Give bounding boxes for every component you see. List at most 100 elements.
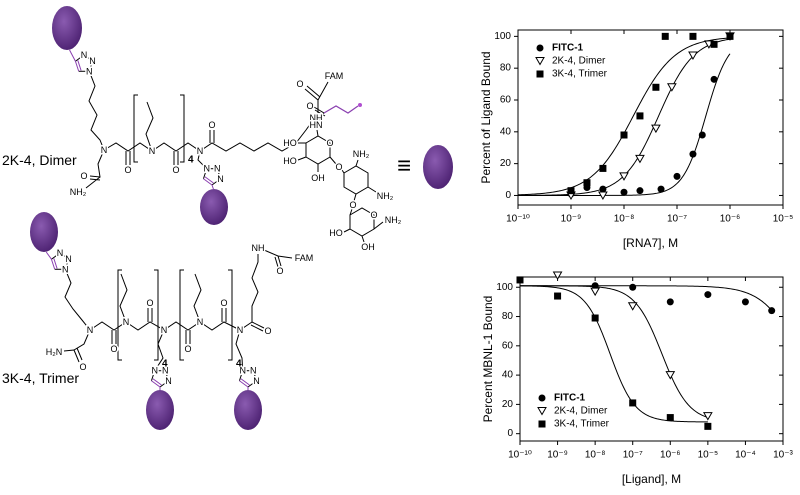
atom-label: O — [80, 171, 87, 181]
bond — [164, 370, 170, 381]
atom-label: O — [349, 200, 356, 210]
y-tick-label: 80 — [502, 311, 514, 322]
legend-marker — [536, 70, 544, 78]
ligand-symbol — [146, 390, 174, 430]
fit-curve — [517, 38, 731, 196]
bond — [204, 176, 214, 184]
atom-label: N — [57, 248, 64, 258]
legend-label: FITC-1 — [552, 43, 584, 54]
x-tick-label: 10⁻¹⁰ — [506, 214, 530, 225]
atom-label: N — [197, 317, 204, 327]
data-point — [629, 399, 637, 407]
atom-label: O — [184, 344, 191, 354]
equivalence-sign: ≡ — [397, 153, 411, 180]
x-tick-label: 10⁻¹⁰ — [508, 450, 532, 461]
data-point — [726, 32, 734, 40]
data-point — [704, 291, 712, 299]
data-point — [590, 287, 601, 297]
data-point — [673, 172, 681, 180]
atom-label: N — [89, 56, 96, 66]
legend-marker — [538, 420, 546, 428]
data-point — [768, 307, 776, 315]
data-point — [710, 75, 718, 83]
ligand-symbol — [234, 390, 262, 430]
y-tick-label: 60 — [502, 340, 514, 351]
atom-label: O — [146, 298, 153, 308]
data-point — [583, 179, 591, 187]
x-tick-label: 10⁻⁷ — [667, 214, 687, 225]
data-point — [516, 276, 524, 284]
x-tick-label: 10⁻⁹ — [561, 214, 582, 225]
data-point — [620, 131, 628, 139]
data-point — [636, 112, 644, 120]
atom-label: N — [123, 317, 130, 327]
data-point — [599, 164, 607, 172]
ligand-symbol — [423, 145, 453, 189]
atom-label: H₂N — [46, 347, 63, 357]
atom-label: NH₂ — [70, 187, 87, 197]
data-point — [591, 282, 599, 290]
x-tick-label: 10⁻⁶ — [660, 450, 681, 461]
atom-label: N — [214, 164, 221, 174]
fit-curve — [517, 37, 731, 196]
bond — [152, 378, 162, 386]
fit-curve — [520, 285, 709, 418]
data-point — [666, 298, 674, 306]
bond — [88, 61, 94, 72]
atom-label: N — [161, 325, 168, 335]
atom-label: N — [237, 325, 244, 335]
atom-label: N — [65, 254, 72, 264]
bond — [50, 259, 56, 270]
y-tick-label: 40 — [502, 370, 514, 381]
data-point — [567, 187, 575, 195]
data-point — [552, 271, 563, 281]
y-tick-label: 20 — [502, 399, 514, 410]
bond — [53, 258, 58, 269]
atom-label: O — [172, 165, 179, 175]
atom-label: O — [335, 162, 342, 172]
bond — [59, 252, 69, 260]
x-tick-label: 10⁻⁷ — [623, 450, 643, 461]
x-tick-label: 10⁻⁵ — [698, 450, 719, 461]
x-tick-label: 10⁻⁸ — [585, 450, 606, 461]
bond — [151, 380, 161, 388]
data-point — [652, 83, 660, 91]
atom-label: N — [239, 366, 246, 376]
data-point — [619, 172, 629, 181]
atom-label: N — [151, 366, 158, 376]
y-tick-label: 0 — [507, 428, 513, 439]
y-tick-label: 60 — [500, 95, 512, 106]
legend-label: 2K-4, Dimer — [554, 406, 608, 417]
data-point — [702, 412, 713, 421]
atom-label: N — [81, 50, 88, 60]
ligand-symbol — [30, 212, 58, 252]
atom-label: O — [124, 165, 131, 175]
atom-label: N — [162, 366, 169, 376]
bond — [202, 168, 208, 179]
y-tick-label: 100 — [496, 282, 513, 293]
atom-label: HO — [283, 156, 297, 166]
atom-label: NH — [252, 243, 265, 253]
legend-label: 3K-4, Trimer — [554, 419, 610, 430]
atom-label: OH — [361, 242, 375, 252]
bond — [150, 370, 156, 381]
bond — [51, 252, 61, 260]
data-point — [666, 414, 674, 422]
atom-label: O — [306, 101, 313, 111]
y-tick-label: 20 — [500, 158, 512, 169]
bond — [159, 380, 169, 388]
legend-label: 3K-4, Trimer — [552, 69, 608, 80]
data-point — [698, 131, 706, 139]
atom-label: O — [220, 298, 227, 308]
repeat-count: 4 — [188, 155, 194, 166]
atom-label: O — [370, 210, 377, 220]
bond — [211, 184, 214, 190]
y-axis-title: Percent MBNL-1 Bound — [481, 296, 495, 423]
atom-label: N — [165, 376, 172, 386]
legend-marker — [536, 44, 544, 52]
data-point — [710, 40, 718, 48]
bond — [77, 60, 82, 71]
data-point — [741, 298, 749, 306]
x-tick-label: 10⁻⁴ — [735, 450, 756, 461]
atom-label: FAM — [295, 253, 314, 263]
